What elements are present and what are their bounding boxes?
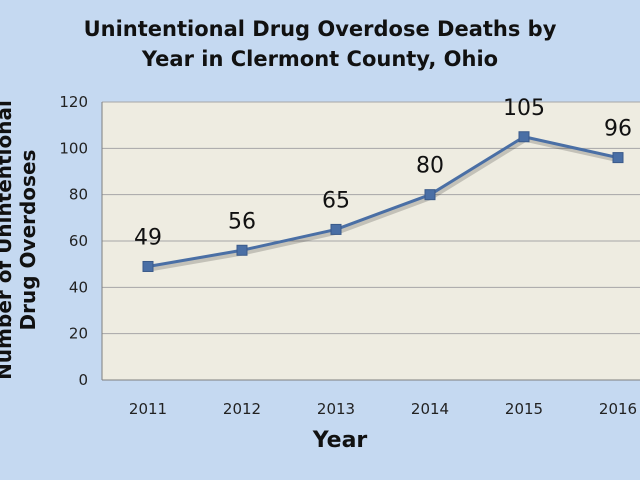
data-label-layer: 49 56 65 80 105 96 bbox=[134, 96, 632, 251]
y-tick-label: 40 bbox=[69, 278, 88, 296]
y-tick-label: 0 bbox=[78, 371, 88, 389]
data-point-marker bbox=[236, 244, 248, 256]
data-label: 49 bbox=[134, 225, 162, 250]
y-tick-label: 120 bbox=[59, 93, 88, 111]
series-line bbox=[147, 135, 619, 268]
data-point-marker bbox=[612, 152, 624, 164]
tick-layer: 0 20 40 60 80 100 120 2011 2012 2013 2014 2015 2016 bbox=[59, 93, 640, 418]
x-axis-label: Year bbox=[312, 428, 368, 453]
data-point-marker bbox=[518, 131, 530, 143]
chart-title: Unintentional Drug Overdose Deaths by Ye… bbox=[0, 14, 640, 74]
data-point-marker bbox=[330, 223, 342, 235]
data-label: 65 bbox=[322, 188, 350, 213]
x-tick-label: 2015 bbox=[505, 400, 543, 418]
data-point-marker bbox=[142, 260, 154, 272]
x-tick-label: 2011 bbox=[129, 400, 167, 418]
y-tick-label: 60 bbox=[69, 232, 88, 250]
chart-title-line1: Unintentional Drug Overdose Deaths by bbox=[83, 17, 557, 41]
y-tick-label: 20 bbox=[69, 325, 88, 343]
x-tick-label: 2013 bbox=[317, 400, 355, 418]
x-tick-label: 2014 bbox=[411, 400, 449, 418]
chart-title-line2: Year in Clermont County, Ohio bbox=[141, 47, 499, 71]
grid-layer bbox=[102, 101, 640, 380]
x-tick-label: 2012 bbox=[223, 400, 261, 418]
x-tick-label: 2016 bbox=[599, 400, 637, 418]
series-line-shadow bbox=[149, 136, 621, 272]
data-label: 96 bbox=[604, 117, 632, 142]
data-label: 80 bbox=[416, 154, 444, 179]
y-tick-label: 80 bbox=[69, 186, 88, 204]
y-tick-label: 100 bbox=[59, 139, 88, 157]
data-label: 105 bbox=[503, 96, 545, 121]
data-point-marker bbox=[424, 189, 436, 201]
series-layer bbox=[142, 131, 624, 272]
data-label: 56 bbox=[228, 209, 256, 234]
